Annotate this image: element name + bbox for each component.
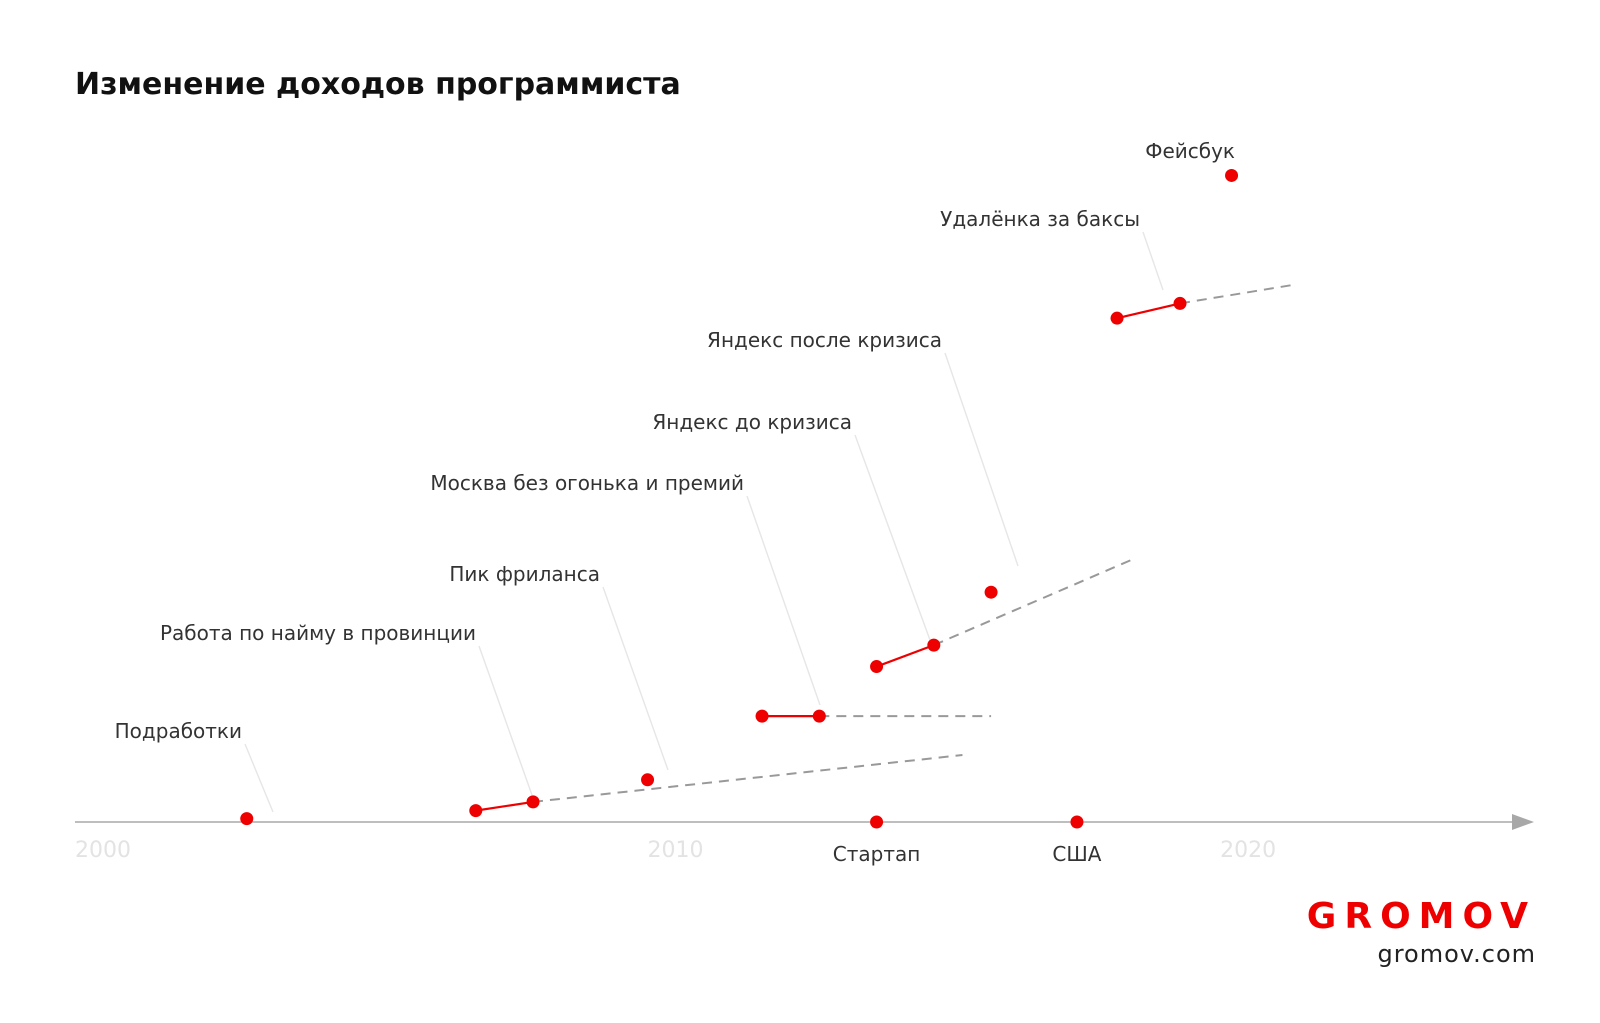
x-marker-point: [870, 815, 884, 829]
event-label: Яндекс до кризиса: [652, 410, 852, 434]
trend-lines: [532, 283, 1295, 803]
leader-line: [478, 645, 533, 796]
x-axis: [75, 814, 1534, 830]
event-point: [1173, 296, 1187, 310]
leader-lines: [244, 231, 1164, 813]
event-point: [469, 804, 483, 818]
event-label: Подработки: [115, 719, 242, 743]
x-tick-label: 2010: [648, 838, 704, 863]
leader-line: [746, 495, 821, 706]
event-label: Пик фриланса: [449, 562, 600, 586]
event-point: [240, 812, 254, 826]
event-point: [1225, 168, 1239, 182]
event-segments: [475, 302, 1181, 812]
leader-line: [244, 743, 274, 813]
chart-title: Изменение доходов программиста: [75, 67, 681, 102]
x-axis-arrow-icon: [1512, 814, 1534, 830]
event-point: [984, 585, 998, 599]
event-points: [240, 168, 1239, 826]
event-point: [755, 709, 769, 723]
x-tick-labels: 2000 2010 2020: [75, 838, 1276, 863]
event-label: Работа по найму в провинции: [160, 621, 476, 645]
event-point: [870, 660, 884, 674]
x-marker-point: [1070, 815, 1084, 829]
event-label: Москва без огонька и премий: [430, 471, 744, 495]
leader-line: [944, 352, 1019, 567]
x-tick-label: 2000: [75, 838, 131, 863]
x-tick-label: 2020: [1220, 838, 1276, 863]
brand-url: gromov.com: [1377, 940, 1536, 968]
x-markers: Стартап США: [833, 815, 1102, 866]
event-labels: Подработки Работа по найму в провинции Пик…: [115, 139, 1235, 743]
event-point: [641, 773, 655, 787]
x-marker-label: Стартап: [833, 842, 921, 866]
brand-name: GROMOV: [1307, 896, 1536, 937]
event-segment: [876, 644, 935, 668]
event-segment: [475, 800, 534, 812]
event-point: [1110, 311, 1124, 325]
brand-logo: GROMOV gromov.com: [1307, 896, 1536, 968]
leader-line: [854, 434, 931, 641]
event-label: Фейсбук: [1145, 139, 1235, 163]
event-label: Яндекс после кризиса: [707, 328, 942, 352]
trend-line: [1179, 283, 1295, 305]
event-label: Удалёнка за баксы: [940, 207, 1140, 231]
event-point: [812, 709, 826, 723]
event-point: [927, 638, 941, 652]
trend-line: [532, 754, 963, 803]
leader-line: [602, 586, 669, 771]
trend-line: [933, 557, 1135, 647]
leader-line: [1142, 231, 1164, 291]
event-point: [526, 795, 540, 809]
event-segment: [1116, 302, 1181, 320]
x-marker-label: США: [1052, 842, 1101, 866]
